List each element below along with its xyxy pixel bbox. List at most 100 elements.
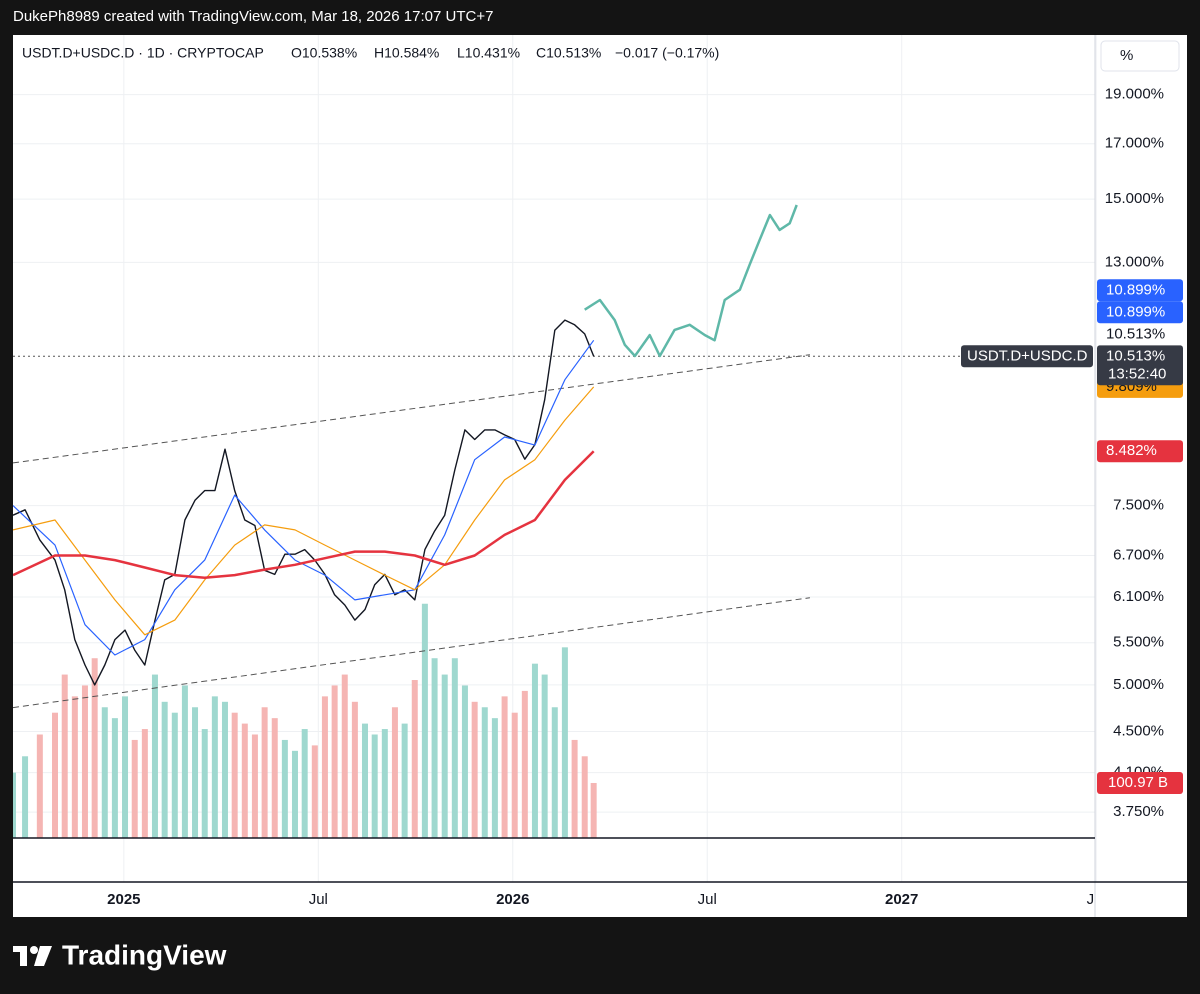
volume-bar: [581, 756, 588, 838]
volume-bar: [131, 739, 138, 838]
volume-bar: [401, 723, 408, 838]
badge-label: 10.513%: [1106, 347, 1165, 364]
y-tick-label: 17.000%: [1105, 135, 1164, 152]
volume-bar: [511, 712, 518, 838]
volume-bar: [391, 707, 398, 838]
volume-bar: [321, 696, 328, 838]
volume-bar: [541, 674, 548, 838]
volume-bar: [571, 739, 578, 838]
volume-bar: [22, 756, 29, 838]
volume-bar: [52, 712, 59, 838]
legend: USDT.D+USDC.D · 1D · CRYPTOCAP O10.538% …: [22, 45, 719, 61]
price-pane: [13, 204, 960, 709]
volume-badge: [1097, 771, 1183, 794]
volume-bar: [361, 723, 368, 838]
volume-bar: [411, 680, 418, 838]
volume-bar: [271, 718, 278, 838]
y-tick-label: 7.500%: [1113, 497, 1164, 514]
close: C10.513%: [536, 45, 601, 61]
symbol-badge: [961, 345, 1093, 368]
logo-part: [30, 946, 38, 954]
volume-bar: [241, 723, 248, 838]
volume-bar: [101, 707, 108, 838]
volume-bar: [122, 696, 129, 838]
header: DukePh8989 created with TradingView.com,…: [13, 8, 493, 25]
volume-bar: [211, 696, 218, 838]
volume-bar: [192, 707, 199, 838]
volume-bar: [71, 696, 78, 838]
open: O10.538%: [291, 45, 357, 61]
series-line: [584, 204, 798, 358]
trendline: [13, 597, 810, 709]
volume-bar: [491, 718, 498, 838]
volume-bar: [161, 701, 168, 838]
price-badge: [1097, 301, 1183, 324]
volume-bar: [301, 729, 308, 838]
volume-bar: [231, 712, 238, 838]
volume-bar: [181, 685, 188, 838]
badge-label: 10.513%: [1106, 325, 1165, 342]
x-tick-label: Jul: [309, 891, 328, 908]
series-line: [13, 386, 595, 636]
price-badge: [1097, 279, 1183, 302]
volume-bar: [371, 734, 378, 838]
volume-bar: [291, 750, 298, 838]
price-badge: [1097, 440, 1183, 463]
trendline: [13, 354, 810, 464]
unit-button[interactable]: [1100, 40, 1180, 72]
y-tick-label: 5.500%: [1113, 634, 1164, 651]
y-tick-label: 5.000%: [1113, 676, 1164, 693]
volume-bar: [111, 718, 118, 838]
y-tick-label: 4.500%: [1113, 722, 1164, 739]
x-tick-label: Jul: [698, 891, 717, 908]
volume-bar: [531, 663, 538, 838]
volume-bar: [61, 674, 68, 838]
y-tick-label: 13.000%: [1105, 253, 1164, 270]
volume-bar: [501, 696, 508, 838]
y-tick-label: 19.000%: [1105, 86, 1164, 103]
volume-bar: [81, 685, 88, 838]
x-tick-label: 2025: [107, 891, 140, 908]
y-tick-label: 3.750%: [1113, 803, 1164, 820]
volume-bar: [281, 739, 288, 838]
symbol: USDT.D+USDC.D · 1D · CRYPTOCAP: [22, 45, 264, 61]
price-badge: [1097, 323, 1183, 346]
chart-panel: [13, 35, 1187, 917]
low: L10.431%: [457, 45, 520, 61]
volume-bar: [441, 674, 448, 838]
x-tick-label: 2027: [885, 891, 918, 908]
countdown: 13:52:40: [1108, 365, 1166, 382]
footer-brand: TradingView: [62, 939, 227, 970]
volume-bar: [91, 658, 98, 838]
volume-bar: [171, 712, 178, 838]
logo-part: [20, 946, 27, 966]
high: H10.584%: [374, 45, 439, 61]
unit-label[interactable]: %: [1120, 47, 1133, 64]
badge-label: 10.899%: [1106, 281, 1165, 298]
volume-bar: [251, 734, 258, 838]
change: −0.017 (−0.17%): [615, 45, 719, 61]
volume-bar: [221, 701, 228, 838]
logo-part: [34, 946, 52, 966]
volume-bar: [481, 707, 488, 838]
x-tick-label: 2026: [496, 891, 529, 908]
volume-bar: [151, 674, 158, 838]
badge-label: 8.482%: [1106, 442, 1157, 459]
volume-pane: [13, 603, 597, 838]
series-line: [13, 319, 595, 686]
volume-bar: [341, 674, 348, 838]
volume-badge-label: 100.97 B: [1108, 774, 1168, 791]
volume-bar: [351, 701, 358, 838]
volume-bar: [381, 729, 388, 838]
axes: 3.750%4.100%4.500%5.000%5.500%6.100%6.70…: [107, 86, 1183, 908]
badge-label: 10.899%: [1106, 303, 1165, 320]
x-tick-label: Jul: [1087, 891, 1106, 908]
volume-bar: [551, 707, 558, 838]
y-tick-label: 6.100%: [1113, 588, 1164, 605]
volume-bar: [201, 729, 208, 838]
volume-bar: [331, 685, 338, 838]
volume-bar: [590, 782, 597, 838]
price-badge: [1097, 345, 1183, 386]
volume-bar: [13, 772, 16, 838]
